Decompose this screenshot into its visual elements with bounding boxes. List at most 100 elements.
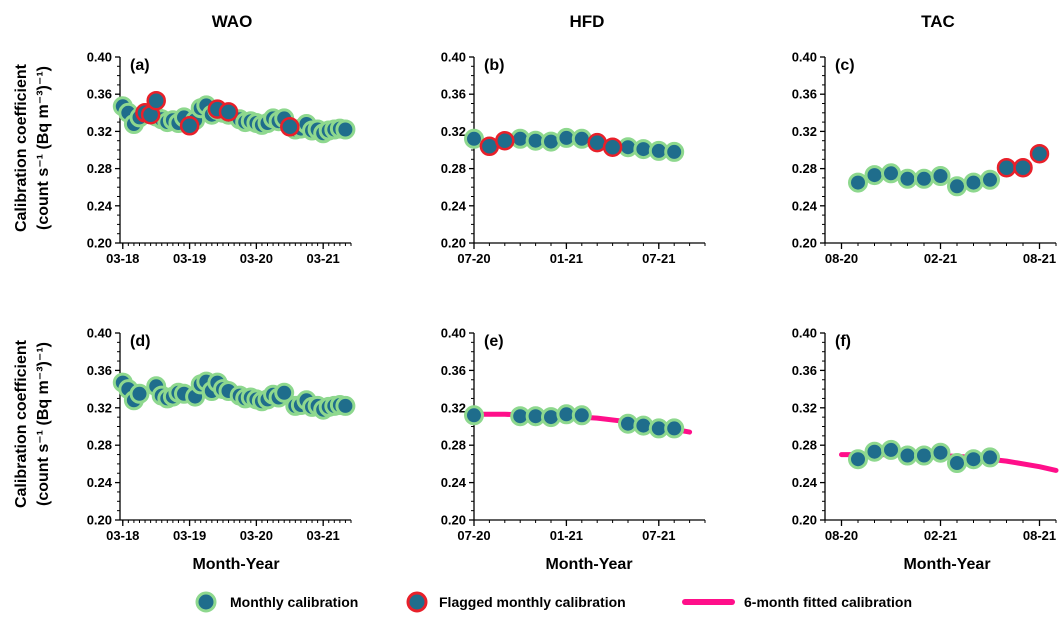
panel-a: 0.20 0.24 0.28 0.32 0.36 0.40 03-18 03-19 03-20 0… — [87, 50, 356, 266]
y-tick-label: 0.40 — [792, 50, 817, 65]
calibration-point — [947, 453, 967, 473]
flagged-calibration-point — [602, 137, 623, 157]
legend-item-flagged: Flagged monthly calibration — [406, 591, 626, 613]
y-tick-label: 0.24 — [87, 475, 113, 490]
x-tick-label: 02-21 — [924, 251, 957, 266]
panel-label: (b) — [484, 57, 504, 74]
y-tick-label: 0.24 — [441, 198, 467, 213]
y-tick-label: 0.28 — [792, 161, 817, 176]
y-tick-label: 0.36 — [792, 87, 817, 102]
flagged-calibration-point — [280, 117, 300, 137]
plot-panels: 0.20 0.24 0.28 0.32 0.36 0.40 03-18 03-19 03-20 0… — [87, 50, 1059, 543]
panel-f: 0.20 0.24 0.28 0.32 0.36 0.40 08-20 02-21 08-21 (… — [792, 326, 1059, 543]
y-tick-label: 0.32 — [792, 400, 817, 415]
y-axis-title-top: Calibration coefficient (count s⁻¹ (Bq m… — [13, 63, 52, 232]
calibration-point — [897, 445, 918, 466]
flagged-calibration-point — [218, 102, 239, 122]
calibration-point — [930, 166, 951, 186]
y-tick-label: 0.20 — [792, 236, 817, 251]
panel-label: (f) — [835, 333, 851, 350]
calibration-point — [881, 163, 901, 184]
calibration-point — [963, 449, 984, 470]
calibration-point — [129, 383, 150, 404]
y-tick-label: 0.24 — [792, 198, 818, 213]
y-tick-label: 0.28 — [87, 161, 112, 176]
calibration-point — [980, 169, 1000, 190]
legend-item-monthly: Monthly calibration — [195, 591, 358, 613]
calibration-point — [848, 449, 868, 470]
x-tick-label: 03-19 — [173, 251, 206, 266]
y-tick-label: 0.20 — [792, 513, 817, 528]
flagged-calibration-point — [1029, 143, 1050, 164]
x-tick-label: 08-21 — [1023, 528, 1056, 543]
flagged-calibration-point — [1013, 157, 1033, 178]
column-title-tac: TAC — [921, 12, 955, 31]
y-axis-title-line1: Calibration coefficient — [13, 63, 30, 232]
panel-label: (e) — [484, 333, 504, 350]
calibration-point — [864, 441, 885, 462]
y-tick-label: 0.40 — [87, 326, 112, 341]
panel-c: 0.20 0.24 0.28 0.32 0.36 0.40 08-20 02-21 08-21 (… — [792, 50, 1057, 266]
calibration-point — [947, 176, 967, 197]
x-tick-label: 07-20 — [457, 251, 490, 266]
flagged-calibration-point — [495, 130, 515, 151]
x-tick-label: 02-21 — [924, 528, 957, 543]
y-tick-label: 0.24 — [87, 198, 113, 213]
x-axis-title-hfd: Month-Year — [545, 556, 632, 573]
calibration-point — [274, 382, 295, 403]
panel-label: (a) — [130, 57, 150, 74]
calibration-point — [963, 172, 984, 193]
calibration-point — [571, 405, 592, 426]
y-tick-label: 0.20 — [441, 236, 466, 251]
y-tick-label: 0.28 — [87, 438, 112, 453]
flagged-calibration-point — [179, 116, 200, 136]
y-tick-label: 0.32 — [87, 124, 112, 139]
panel-e: 0.20 0.24 0.28 0.32 0.36 0.40 07-20 01-21 07-21 (… — [441, 326, 706, 543]
x-tick-label: 01-21 — [550, 528, 583, 543]
y-axis-title-line2: (count s⁻¹ (Bq m⁻³)⁻¹) — [35, 342, 52, 506]
calibration-point — [664, 141, 685, 162]
y-tick-label: 0.36 — [87, 87, 112, 102]
panel-label: (d) — [130, 333, 150, 350]
x-axis-title-tac: Month-Year — [903, 556, 990, 573]
panel-b: 0.20 0.24 0.28 0.32 0.36 0.40 07-20 01-21 07-21 (… — [441, 50, 706, 266]
x-tick-label: 07-21 — [642, 251, 675, 266]
calibration-point — [980, 447, 1000, 468]
legend-item-fitted: 6-month fitted calibration — [682, 594, 912, 610]
calibration-point — [914, 445, 934, 466]
y-tick-label: 0.36 — [87, 363, 112, 378]
y-tick-label: 0.24 — [441, 475, 467, 490]
x-tick-label: 03-18 — [106, 528, 139, 543]
calibration-point — [335, 395, 356, 416]
y-tick-label: 0.20 — [87, 513, 112, 528]
y-tick-label: 0.32 — [441, 400, 466, 415]
y-tick-label: 0.32 — [87, 400, 112, 415]
calibration-point — [864, 165, 885, 186]
y-tick-label: 0.32 — [792, 124, 817, 139]
legend-flagged-marker — [406, 591, 428, 613]
y-tick-label: 0.40 — [441, 50, 466, 65]
x-tick-label: 01-21 — [550, 251, 583, 266]
calibration-point — [848, 172, 868, 193]
legend-fitted-label: 6-month fitted calibration — [744, 594, 912, 610]
y-tick-label: 0.28 — [441, 438, 466, 453]
x-axis-title-wao: Month-Year — [192, 556, 279, 573]
calibration-point — [464, 405, 484, 426]
calibration-point — [897, 168, 918, 189]
legend: Monthly calibration Flagged monthly cali… — [195, 591, 912, 613]
y-axis-title-bottom: Calibration coefficient (count s⁻¹ (Bq m… — [13, 339, 52, 508]
y-tick-label: 0.28 — [441, 161, 466, 176]
y-tick-label: 0.32 — [441, 124, 466, 139]
calibration-point — [930, 442, 951, 463]
x-tick-label: 07-21 — [642, 528, 675, 543]
y-tick-label: 0.36 — [441, 363, 466, 378]
y-tick-label: 0.20 — [87, 236, 112, 251]
y-axis-title-line2: (count s⁻¹ (Bq m⁻³)⁻¹) — [35, 66, 52, 230]
calibration-point — [914, 168, 934, 189]
x-tick-label: 03-19 — [173, 528, 206, 543]
x-tick-label: 03-21 — [307, 251, 340, 266]
y-tick-label: 0.36 — [792, 363, 817, 378]
panel-d: 0.20 0.24 0.28 0.32 0.36 0.40 03-18 03-19 03-20 0… — [87, 326, 356, 543]
y-tick-label: 0.24 — [792, 475, 818, 490]
panel-label: (c) — [835, 57, 855, 74]
